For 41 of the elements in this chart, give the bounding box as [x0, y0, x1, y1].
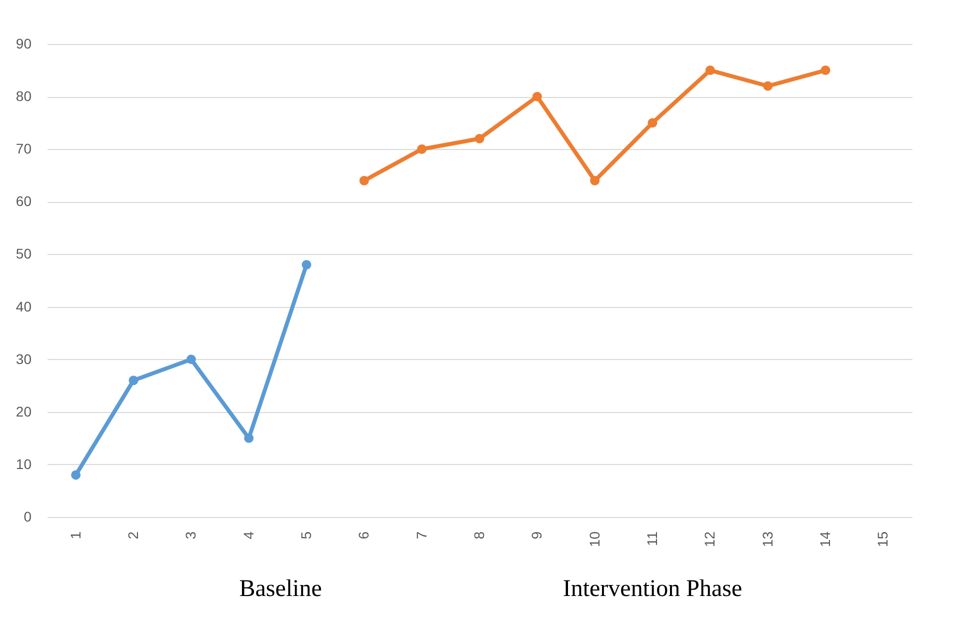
y-tick-label: 10 — [16, 456, 32, 472]
x-tick-label: 8 — [471, 531, 487, 540]
x-tick-label: 15 — [874, 531, 891, 548]
point — [532, 92, 542, 102]
x-tick-label: 10 — [586, 531, 602, 548]
point — [302, 260, 312, 270]
x-tick-label: 12 — [702, 531, 718, 548]
x-tick-label: 1 — [67, 531, 84, 540]
x-tick-label: 9 — [528, 531, 545, 540]
y-tick-label: 40 — [16, 298, 32, 314]
y-tick-label: 50 — [16, 246, 32, 262]
x-tick-label: 13 — [759, 531, 776, 548]
point — [474, 134, 484, 144]
y-tick-label: 30 — [16, 350, 32, 367]
y-tick-label: 90 — [16, 36, 32, 52]
x-tick-label: 5 — [298, 531, 314, 540]
x-tick-label: 11 — [644, 531, 660, 546]
x-tick-label: 4 — [240, 531, 256, 540]
point — [244, 433, 254, 443]
x-tick-label: 3 — [182, 531, 199, 540]
point — [186, 354, 196, 364]
y-tick-label: 80 — [16, 88, 32, 104]
point — [590, 176, 600, 186]
y-tick-label: 70 — [16, 140, 32, 157]
y-tick-label: 60 — [16, 193, 32, 210]
y-tick-label: 0 — [24, 508, 32, 524]
point — [820, 66, 830, 76]
point — [359, 176, 369, 186]
point — [71, 470, 81, 480]
point — [648, 118, 658, 128]
text: Baseline — [239, 576, 322, 602]
point — [763, 81, 773, 91]
x-tick-label: 7 — [413, 531, 430, 540]
x-tick-label: 2 — [125, 531, 141, 540]
point — [417, 144, 427, 154]
x-tick-label: 14 — [817, 531, 833, 548]
point — [705, 66, 715, 76]
y-tick-label: 20 — [16, 403, 32, 420]
x-tick-label: 6 — [356, 531, 372, 540]
text: Intervention Phase — [562, 576, 742, 602]
point — [128, 376, 138, 386]
